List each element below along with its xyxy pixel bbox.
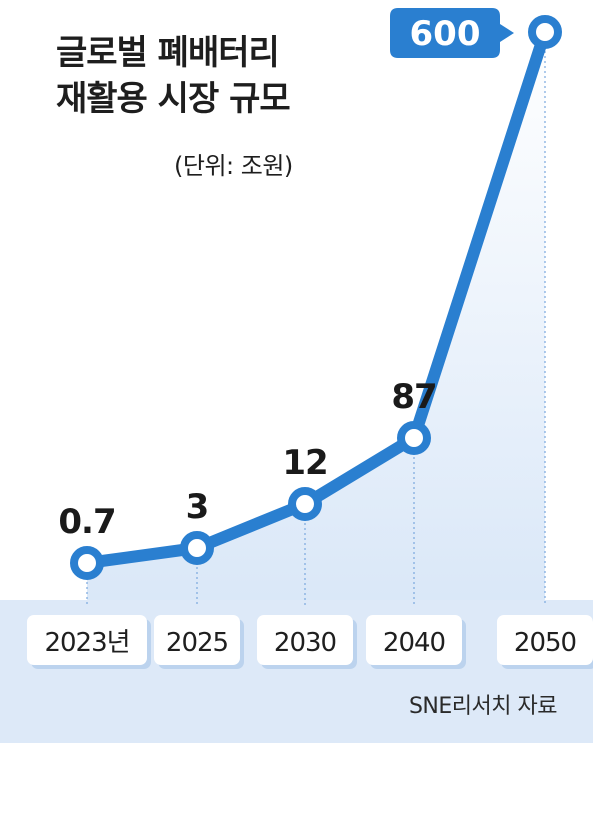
x-tick-label: 2040 <box>383 628 445 658</box>
value-label-highlight: 600 <box>390 8 514 58</box>
x-tick-label: 2023년 <box>44 628 129 658</box>
x-tick-label: 2030 <box>274 628 336 658</box>
data-point <box>397 421 431 455</box>
value-label: 3 <box>186 487 209 527</box>
x-tick: 2050 <box>497 615 593 669</box>
tick-box <box>27 615 147 665</box>
x-tick: 2040 <box>366 615 466 669</box>
title-line-2: 재활용 시장 규모 <box>56 79 291 119</box>
data-point <box>528 15 562 49</box>
x-tick: 2023년 <box>27 615 151 669</box>
x-tick-label: 2025 <box>166 628 228 658</box>
source-label: SNE리서치 자료 <box>408 694 558 719</box>
data-point <box>70 546 104 580</box>
tick-box <box>257 615 353 665</box>
chart-title: 글로벌 폐배터리 재활용 시장 규모 <box>56 30 291 122</box>
value-label: 12 <box>282 443 327 483</box>
unit-label: (단위: 조원) <box>174 152 293 180</box>
value-label: 87 <box>391 377 436 417</box>
area-fill <box>87 32 545 600</box>
x-tick: 2025 <box>154 615 244 669</box>
tick-box <box>366 615 462 665</box>
value-label-bubble <box>390 8 514 58</box>
tick-box <box>497 615 593 665</box>
title-line-1: 글로벌 폐배터리 <box>56 33 280 73</box>
x-tick-label: 2050 <box>514 628 576 658</box>
value-label: 600 <box>410 14 481 54</box>
x-tick: 2030 <box>257 615 357 669</box>
value-label: 0.7 <box>58 502 115 542</box>
tick-box <box>154 615 240 665</box>
data-point <box>180 531 214 565</box>
data-point <box>288 487 322 521</box>
